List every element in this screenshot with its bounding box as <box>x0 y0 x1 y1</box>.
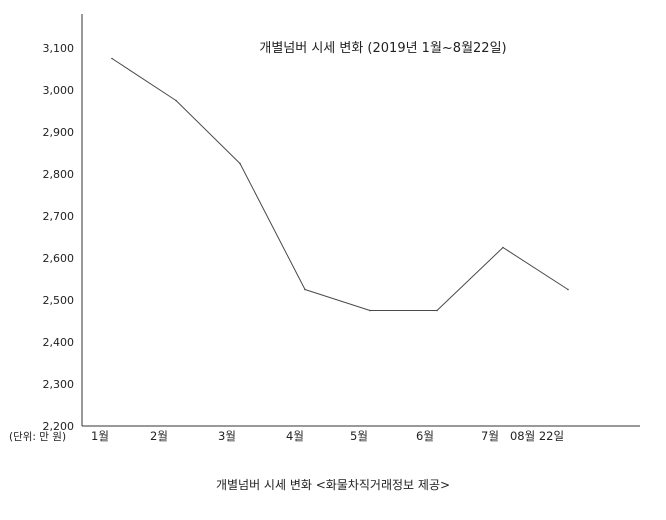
y-tick-label: 2,800 <box>43 168 75 181</box>
x-tick-label: 4월 <box>286 429 304 443</box>
data-point <box>175 99 177 102</box>
axes <box>81 14 640 427</box>
x-axis-ticks: 1월 2월 3월 4월 5월 6월 7월 08월 22일 <box>91 429 564 443</box>
x-tick-label: 7월 <box>481 429 499 443</box>
chart-caption: 개별넘버 시세 변화 <화물차직거래정보 제공> <box>215 478 451 492</box>
data-point <box>567 288 569 291</box>
x-tick-label: 3월 <box>218 429 236 443</box>
data-point <box>369 309 371 312</box>
data-point <box>304 288 306 291</box>
x-tick-label: 6월 <box>416 429 434 443</box>
x-tick-label: 08월 22일 <box>510 429 564 443</box>
y-tick-label: 2,500 <box>43 294 75 307</box>
y-tick-label: 2,900 <box>43 126 75 139</box>
y-tick-label: 2,400 <box>43 336 75 349</box>
unit-label: (단위: 만 원) <box>9 430 66 443</box>
y-tick-label: 3,000 <box>43 84 75 97</box>
x-tick-label: 5월 <box>350 429 368 443</box>
data-point <box>111 57 113 60</box>
y-tick-label: 2,300 <box>43 378 75 391</box>
y-tick-label: 2,700 <box>43 210 75 223</box>
x-tick-label: 1월 <box>91 429 109 443</box>
data-point <box>502 246 504 249</box>
y-tick-label: 2,200 <box>43 420 75 433</box>
y-tick-label: 3,100 <box>43 42 75 55</box>
x-tick-label: 2월 <box>150 429 168 443</box>
series-layer <box>111 57 569 312</box>
chart-title: 개별넘버 시세 변화 (2019년 1월~8월22일) <box>259 41 506 56</box>
data-point <box>436 309 438 312</box>
y-axis-ticks: 3,100 3,000 2,900 2,800 2,700 2,600 2,500 2,400… <box>43 42 75 433</box>
y-tick-label: 2,600 <box>43 252 75 265</box>
data-point <box>239 162 241 165</box>
series-line <box>111 58 569 311</box>
